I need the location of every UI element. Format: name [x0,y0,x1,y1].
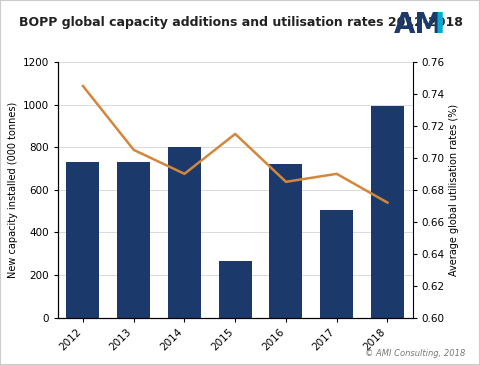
Bar [219,261,252,318]
Bar [66,162,99,318]
Bar [117,162,150,318]
Y-axis label: New capacity installed (000 tonnes): New capacity installed (000 tonnes) [8,102,18,278]
Bar [269,164,302,318]
Text: I: I [434,11,444,39]
Text: BOPP global capacity additions and utilisation rates 2012-2018: BOPP global capacity additions and utili… [19,16,463,30]
Text: © AMI Consulting, 2018: © AMI Consulting, 2018 [365,349,466,358]
Text: AM: AM [394,11,443,39]
Bar [168,147,201,318]
Y-axis label: Average global utilisation rates (%): Average global utilisation rates (%) [449,104,459,276]
Bar [371,106,404,318]
Bar [320,210,353,318]
